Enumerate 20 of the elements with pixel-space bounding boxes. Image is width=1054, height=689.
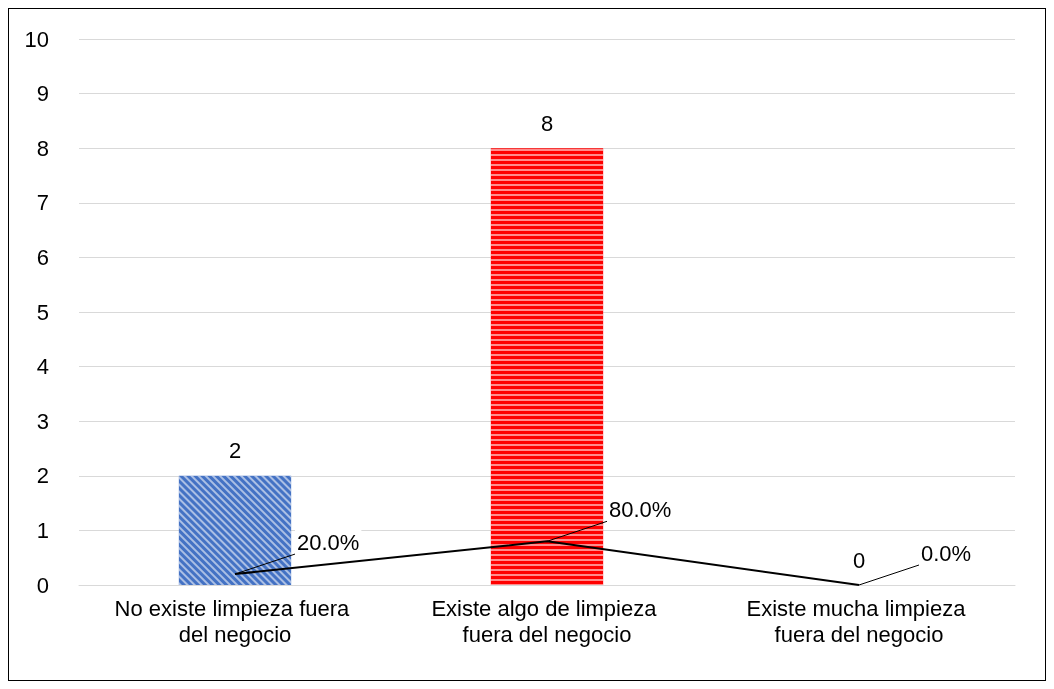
data-label: 8 xyxy=(540,110,554,136)
y-tick-label: 4 xyxy=(36,354,49,380)
y-tick-label: 9 xyxy=(36,81,49,107)
y-tick-label: 6 xyxy=(36,244,49,270)
y-tick-label: 7 xyxy=(36,190,49,216)
y-tick-label: 3 xyxy=(36,408,49,434)
x-tick-label: No existe limpieza fuera del negocio xyxy=(114,595,356,647)
y-tick-label: 0 xyxy=(36,572,49,598)
data-label: 20.0% xyxy=(297,529,360,555)
data-label: 2 xyxy=(228,438,242,464)
x-tick-label: Existe algo de limpieza fuera del negocio xyxy=(431,595,663,647)
y-tick-label: 10 xyxy=(24,26,49,52)
y-tick-label: 8 xyxy=(36,135,49,161)
x-tick-label: Existe mucha limpieza fuera del negocio xyxy=(746,595,972,647)
data-label: 80.0% xyxy=(609,496,672,522)
y-tick-label: 5 xyxy=(36,299,49,325)
data-label: 0 xyxy=(852,547,866,573)
y-tick-label: 2 xyxy=(36,463,49,489)
y-tick-label: 1 xyxy=(36,517,49,543)
data-label: 0.0% xyxy=(921,540,972,566)
